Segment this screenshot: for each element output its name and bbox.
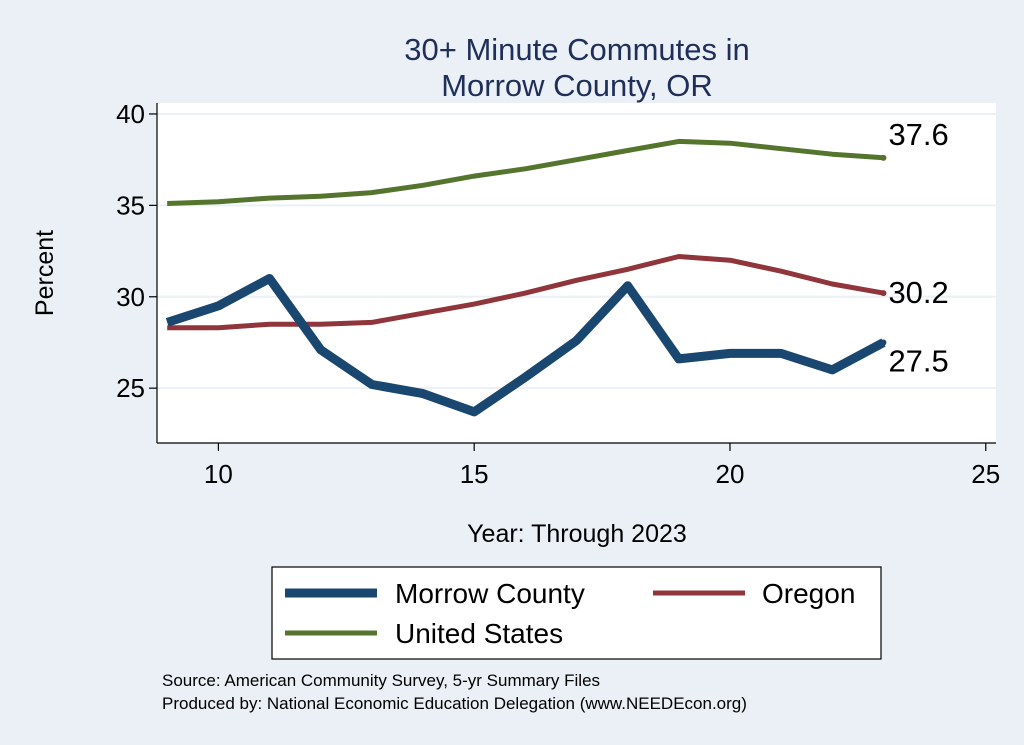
legend-label-oregon: Oregon bbox=[762, 578, 855, 609]
y-tick-label-25: 25 bbox=[116, 373, 145, 403]
series-end-point-oregon bbox=[880, 290, 887, 297]
x-ticks: 10 15 20 25 bbox=[204, 443, 1000, 489]
producer-note: Produced by: National Economic Education… bbox=[162, 694, 747, 713]
y-axis-label: Percent bbox=[31, 230, 59, 316]
series-line-morrow-county bbox=[165, 274, 886, 417]
plot-area bbox=[157, 103, 996, 443]
x-axis-label: Year: Through 2023 bbox=[467, 520, 687, 548]
x-tick-label-20: 20 bbox=[716, 459, 745, 489]
end-label-morrow-county: 27.5 bbox=[888, 343, 948, 378]
end-labels: 27.5 30.2 37.6 bbox=[888, 117, 948, 379]
legend: Morrow County Oregon United States bbox=[271, 566, 882, 660]
y-tick-label-35: 35 bbox=[116, 190, 145, 220]
series-layer bbox=[165, 138, 887, 417]
chart-title-line-1: 30+ Minute Commutes in bbox=[404, 32, 749, 67]
legend-label-morrow-county: Morrow County bbox=[395, 578, 585, 609]
x-tick-label-15: 15 bbox=[460, 459, 489, 489]
end-label-oregon: 30.2 bbox=[888, 275, 948, 310]
y-ticks: 25 30 35 40 bbox=[116, 99, 157, 403]
series-end-point-united-states bbox=[880, 154, 887, 161]
y-tick-label-30: 30 bbox=[116, 282, 145, 312]
y-tick-label-40: 40 bbox=[116, 99, 145, 129]
series-line-oregon bbox=[167, 254, 884, 331]
x-tick-label-25: 25 bbox=[971, 459, 1000, 489]
gridlines bbox=[157, 112, 996, 390]
series-end-point-morrow-county bbox=[880, 339, 887, 346]
series-line-united-states bbox=[167, 138, 884, 206]
axes bbox=[156, 103, 996, 444]
x-tick-label-10: 10 bbox=[204, 459, 233, 489]
legend-label-united-states: United States bbox=[395, 618, 563, 649]
legend-box bbox=[271, 566, 882, 660]
source-note: Source: American Community Survey, 5-yr … bbox=[162, 671, 600, 690]
chart-title-line-2: Morrow County, OR bbox=[441, 68, 713, 103]
end-label-united-states: 37.6 bbox=[888, 117, 948, 152]
